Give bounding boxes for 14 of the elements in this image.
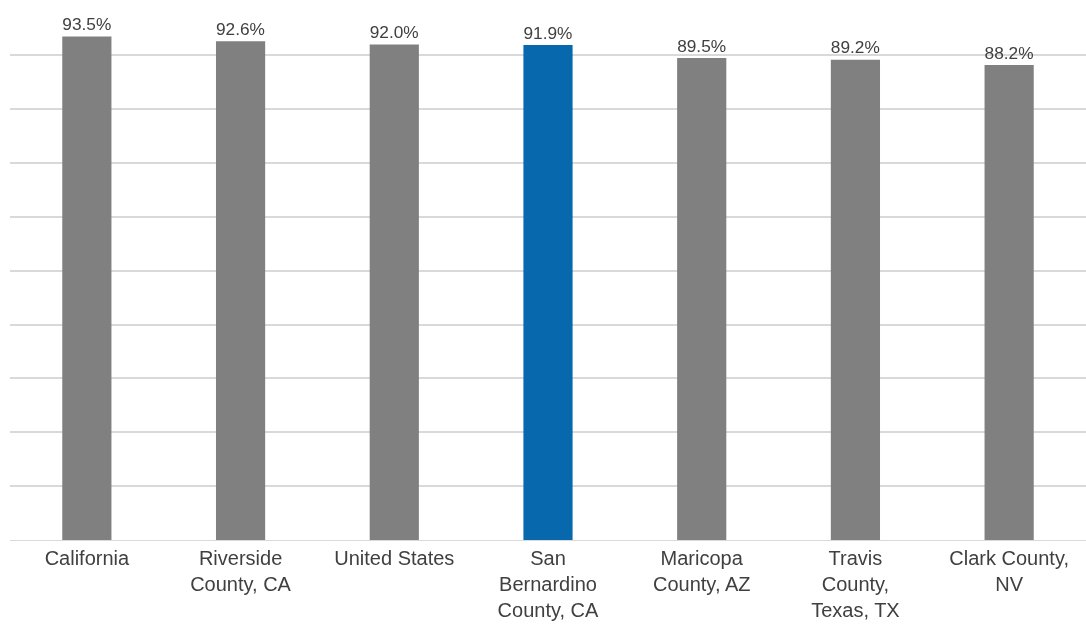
x-tick-label: United States: [334, 547, 455, 569]
x-tick-label: Maricopa County, AZ: [652, 547, 751, 595]
x-tick-label: Clark County, NV: [949, 547, 1069, 595]
x-tick-label: Riverside County, CA: [190, 547, 292, 595]
data-label: 88.2%: [984, 42, 1034, 63]
data-label: 92.6%: [216, 18, 265, 39]
x-tick-label: California: [44, 547, 130, 569]
data-label: 89.5%: [677, 35, 727, 56]
data-label: 89.2%: [830, 37, 880, 58]
x-tick-label: Travis County, Texas, TX: [811, 547, 900, 621]
data-label: 92.0%: [369, 22, 419, 43]
x-tick-label: San Bernardino County, CA: [497, 547, 600, 621]
data-label: 93.5%: [62, 14, 112, 35]
data-label: 91.9%: [523, 22, 573, 43]
